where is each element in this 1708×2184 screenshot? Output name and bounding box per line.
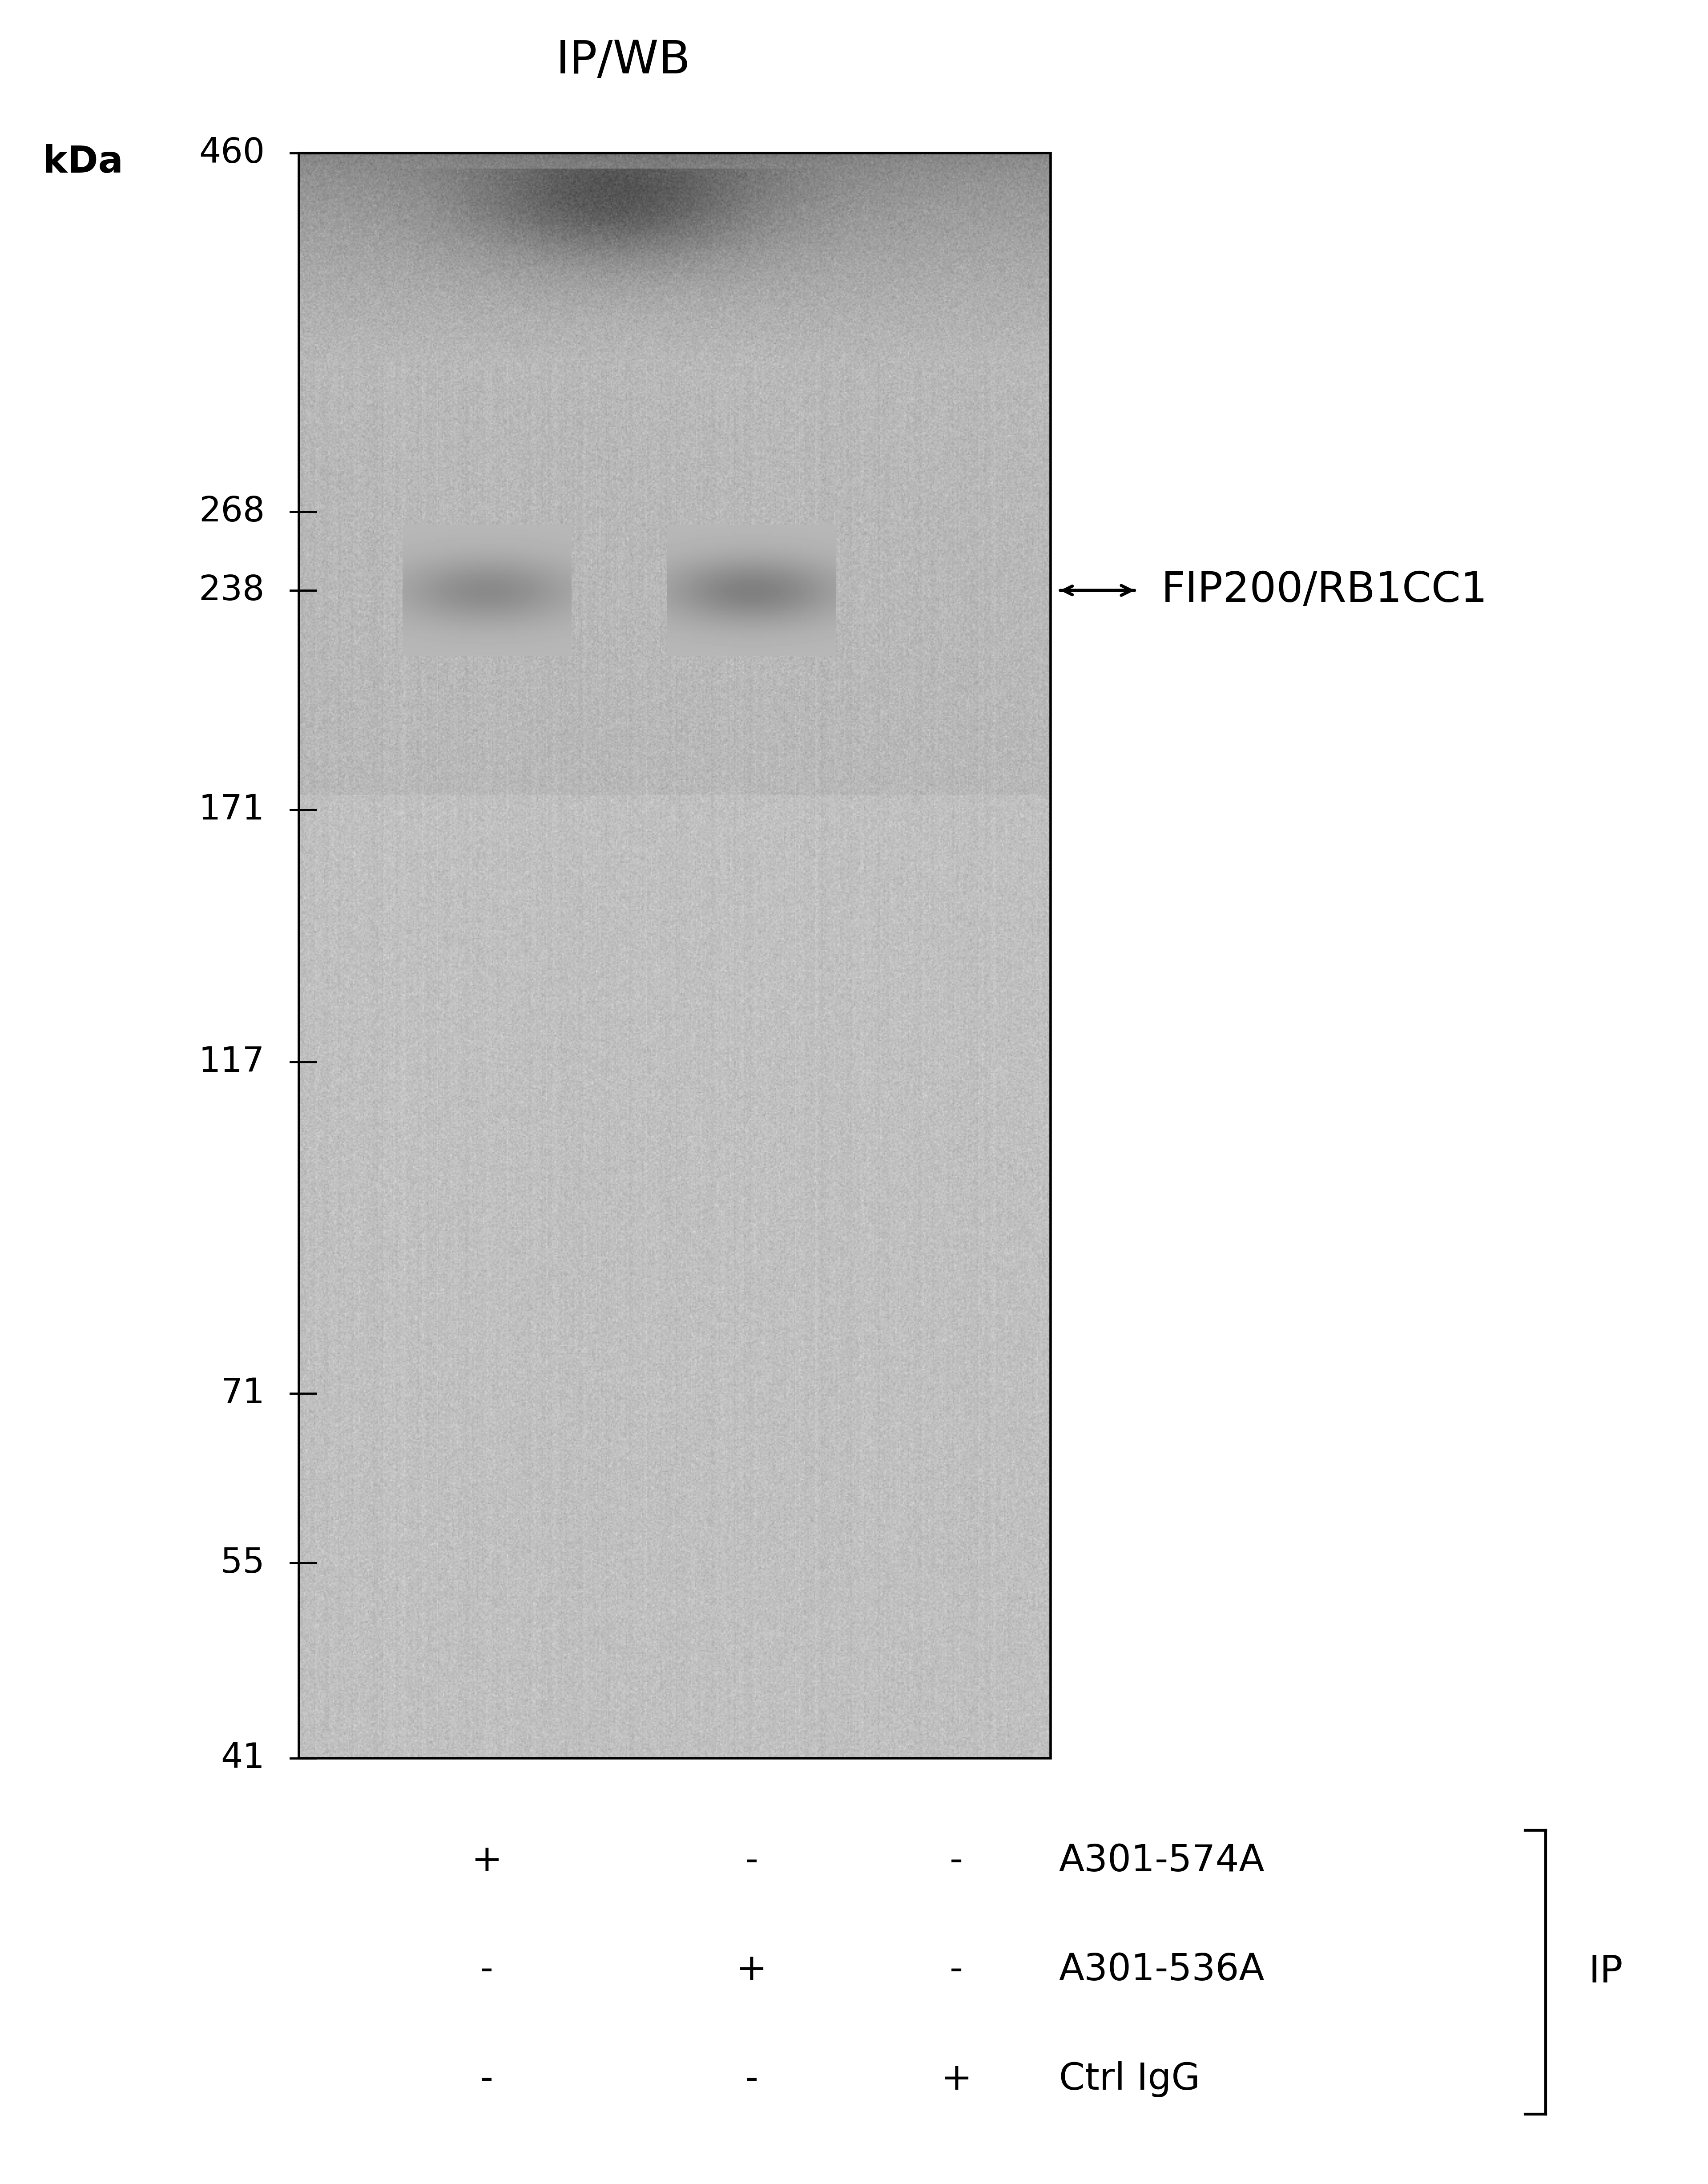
Text: 41: 41 (220, 1741, 265, 1776)
Text: A301-536A: A301-536A (1059, 1952, 1264, 1987)
Text: 117: 117 (198, 1044, 265, 1079)
Text: 238: 238 (198, 574, 265, 607)
Text: A301-574A: A301-574A (1059, 1843, 1264, 1878)
Text: -: - (950, 1952, 963, 1987)
Bar (299, 153, 1050, 1758)
Text: Ctrl IgG: Ctrl IgG (1059, 2062, 1201, 2097)
Text: 460: 460 (198, 135, 265, 170)
Text: kDa: kDa (43, 144, 123, 181)
Text: -: - (480, 1952, 494, 1987)
Text: +: + (471, 1843, 502, 1878)
Text: -: - (480, 2062, 494, 2097)
Text: -: - (745, 2062, 758, 2097)
Text: IP/WB: IP/WB (557, 37, 690, 83)
Text: 71: 71 (220, 1376, 265, 1411)
Text: 55: 55 (220, 1546, 265, 1579)
Text: -: - (745, 1843, 758, 1878)
Text: 268: 268 (198, 494, 265, 529)
Text: 171: 171 (198, 793, 265, 828)
Text: +: + (736, 1952, 767, 1987)
Text: FIP200/RB1CC1: FIP200/RB1CC1 (1161, 570, 1488, 612)
Text: +: + (941, 2062, 972, 2097)
Text: IP: IP (1588, 1955, 1623, 1990)
Text: -: - (950, 1843, 963, 1878)
